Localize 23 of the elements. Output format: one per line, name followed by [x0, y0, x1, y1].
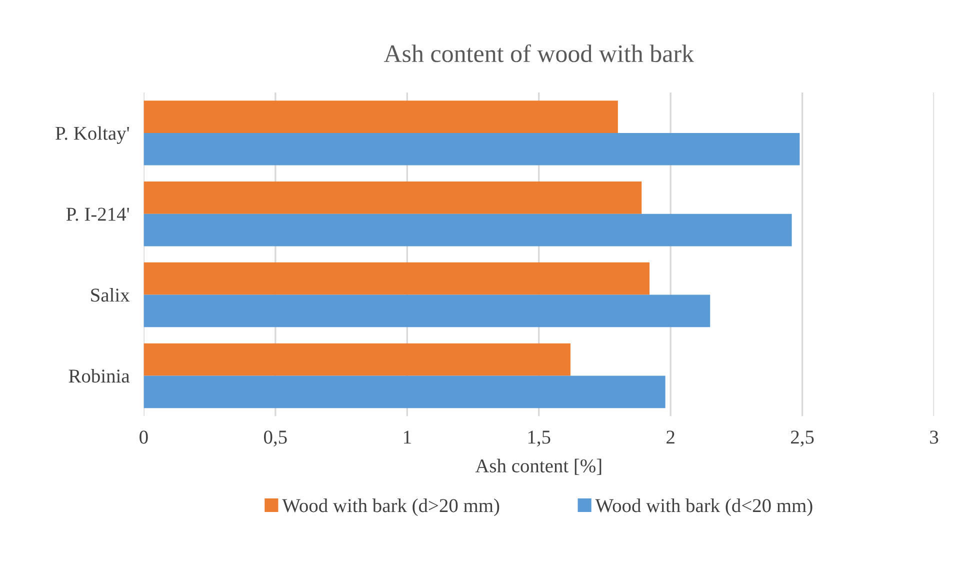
bar — [144, 294, 710, 328]
x-tick-label: 0 — [140, 430, 148, 444]
x-tick-label: 1 — [404, 430, 411, 444]
bar — [144, 214, 792, 246]
bar — [144, 181, 642, 214]
bar — [144, 376, 666, 408]
x-axis-title: Ash content [%] — [475, 458, 602, 475]
bar — [144, 262, 650, 295]
bar — [144, 132, 800, 166]
x-tick-label: 1,5 — [528, 430, 550, 447]
legend-label: Wood with bark (d<20 mm) — [595, 498, 812, 516]
chart-title: Ash content of wood with bark — [384, 44, 694, 62]
y-tick-label: P. I-214' — [66, 208, 129, 221]
bar — [144, 100, 618, 133]
y-tick-label: Robinia — [68, 368, 130, 383]
y-tick-label: Salix — [91, 288, 130, 302]
x-tick-label: 2,5 — [791, 430, 814, 447]
x-tick-label: 0,5 — [264, 430, 287, 447]
x-tick-label: 2 — [666, 430, 674, 444]
bar — [144, 343, 570, 376]
x-tick-label: 3 — [930, 430, 938, 444]
legend-label: Wood with bark (d>20 mm) — [282, 498, 500, 516]
y-tick-label: P. Koltay' — [56, 126, 129, 144]
